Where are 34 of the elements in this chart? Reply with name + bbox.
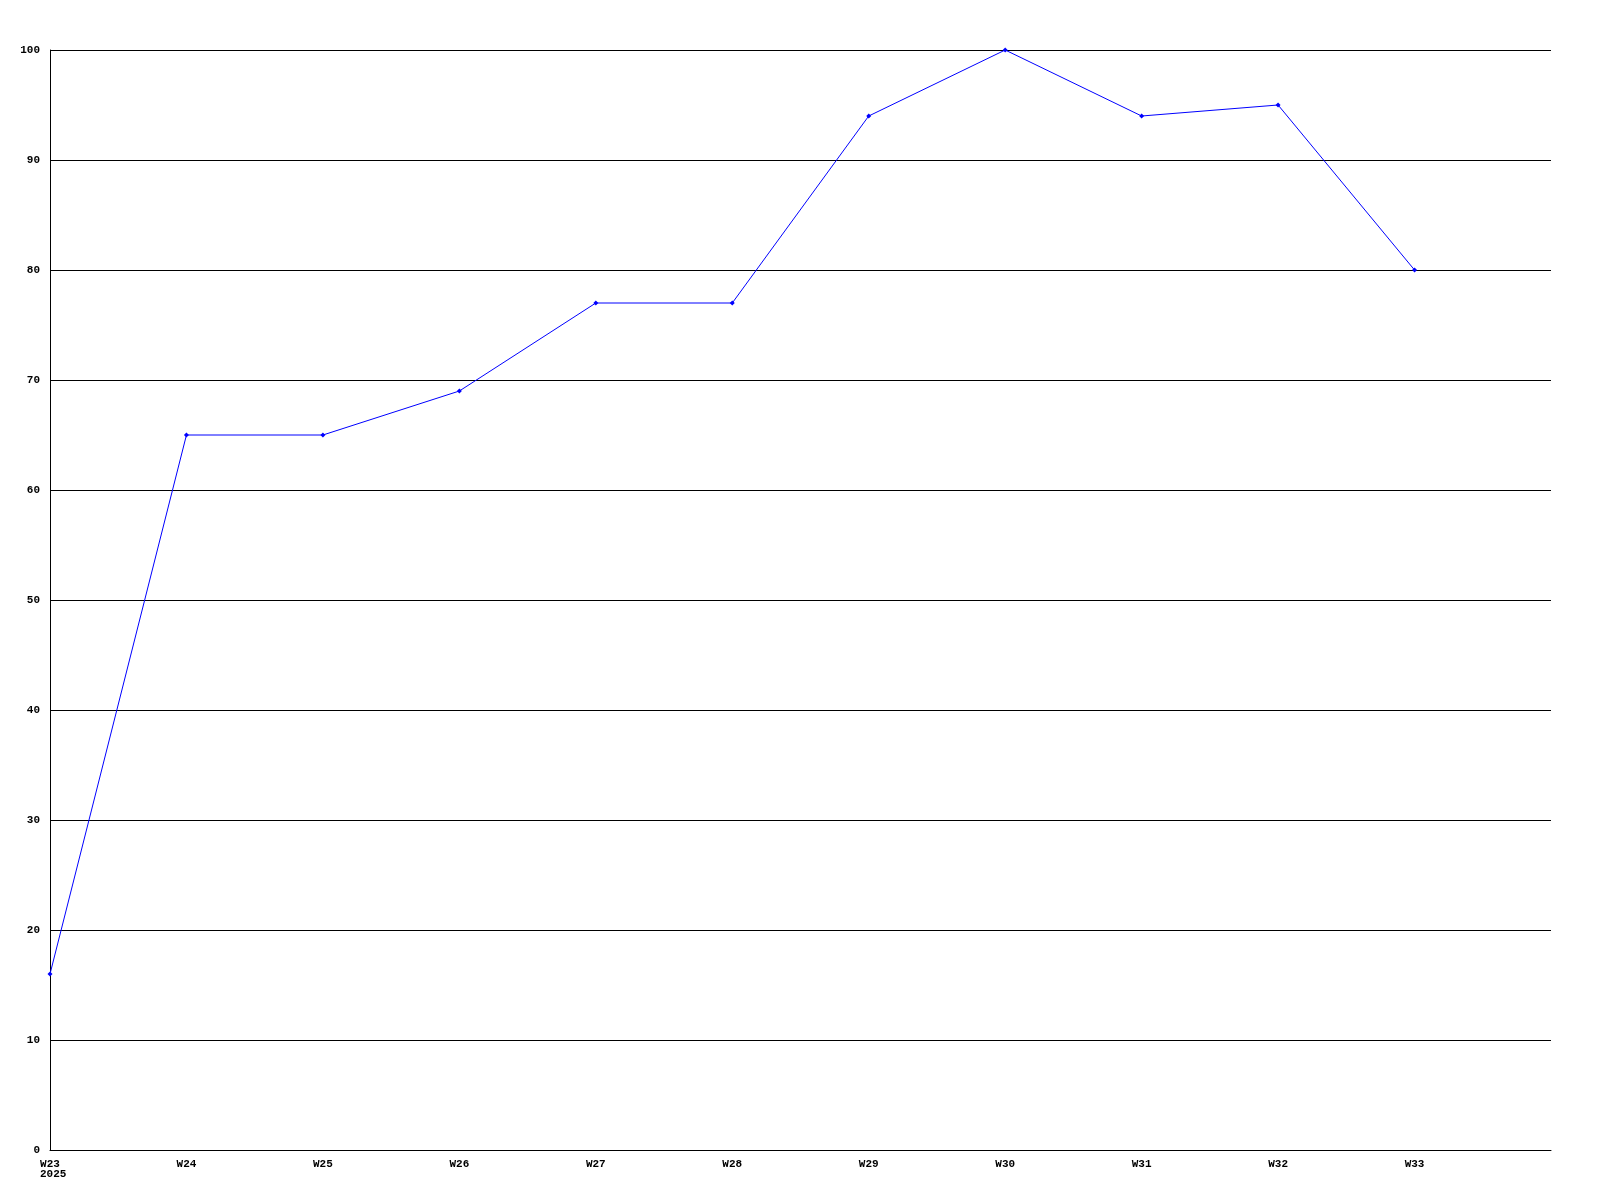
text: 2025: [40, 1167, 67, 1180]
x-tick-label: W28: [722, 1157, 743, 1170]
point: [729, 300, 735, 306]
x-tick-label: W32: [1268, 1157, 1288, 1170]
y-tick-label: 0: [33, 1144, 40, 1156]
x-tick-label: W23: [40, 1157, 61, 1170]
point: [1412, 267, 1418, 273]
point: [593, 300, 599, 306]
point: [47, 971, 53, 977]
y-tick-label: 30: [26, 814, 40, 826]
point: [320, 432, 326, 438]
y-tick-label: 100: [20, 44, 40, 56]
x-tick-label: W30: [995, 1157, 1016, 1170]
y-tick-label: 40: [26, 704, 40, 716]
x-tick-label: W31: [1131, 1157, 1152, 1170]
y-tick-label: 60: [26, 484, 40, 496]
point: [866, 113, 872, 119]
point: [1275, 102, 1281, 108]
x-tick-label: W27: [585, 1157, 606, 1170]
point: [456, 388, 462, 394]
point: [183, 432, 189, 438]
x-tick-label: W26: [449, 1157, 470, 1170]
y-tick-label: 50: [26, 594, 40, 606]
x-tick-label: W33: [1404, 1157, 1425, 1170]
point: [1002, 47, 1008, 53]
y-tick-label: 20: [26, 924, 40, 936]
y-tick-label: 10: [26, 1034, 40, 1046]
y-tick-label: 90: [26, 154, 40, 166]
y-tick-label: 80: [26, 264, 40, 276]
point: [1139, 113, 1145, 119]
x-tick-label: W25: [313, 1157, 334, 1170]
x-tick-label: W29: [858, 1157, 879, 1170]
y-tick-label: 70: [26, 374, 40, 386]
x-tick-label: W24: [176, 1157, 197, 1170]
